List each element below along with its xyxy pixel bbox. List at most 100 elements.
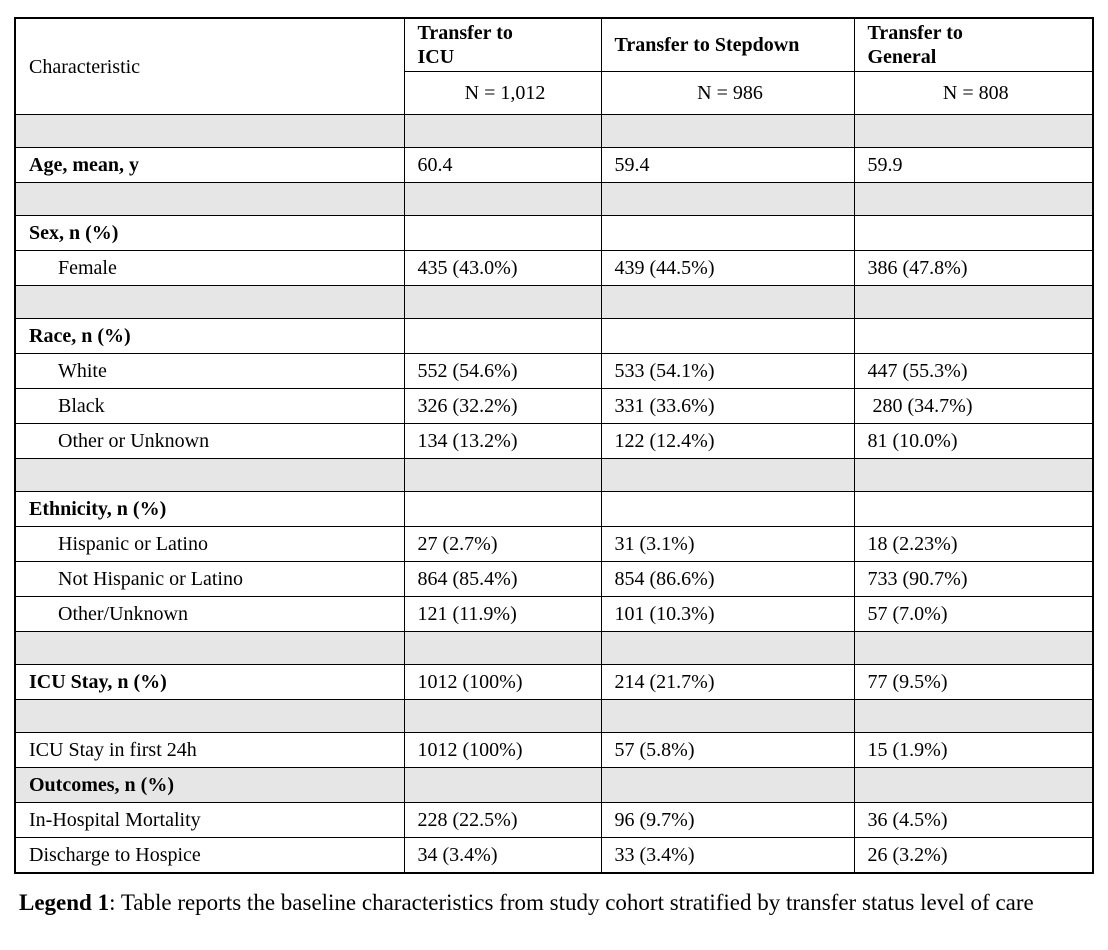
- value-cell: 36 (4.5%): [853, 802, 1094, 838]
- row-label: [14, 285, 405, 319]
- table-row: ICU Stay, n (%) 1012 (100%) 214 (21.7%) 77 …: [14, 664, 1094, 700]
- row-label: White: [14, 353, 405, 389]
- column-header-transfer-stepdown: Transfer to Stepdown: [600, 17, 855, 72]
- value-cell: 280 (34.7%): [853, 388, 1094, 424]
- row-label: Other or Unknown: [14, 423, 405, 459]
- table-row: In-Hospital Mortality 228 (22.5%) 96 (9.7%…: [14, 802, 1094, 838]
- table-row: Other or Unknown 134 (13.2%) 122 (12.4%) 81…: [14, 423, 1094, 459]
- value-cell: [600, 318, 855, 354]
- value-cell: [403, 631, 602, 665]
- value-cell: 533 (54.1%): [600, 353, 855, 389]
- value-cell: 59.4: [600, 147, 855, 183]
- value-cell: [403, 215, 602, 251]
- table-row: ICU Stay in first 24h 1012 (100%) 57 (5.8%…: [14, 732, 1094, 768]
- value-cell: 122 (12.4%): [600, 423, 855, 459]
- table-row: Black 326 (32.2%) 331 (33.6%) 280 (34.7%): [14, 388, 1094, 424]
- value-cell: [853, 699, 1094, 733]
- value-cell: [853, 215, 1094, 251]
- value-cell: 77 (9.5%): [853, 664, 1094, 700]
- row-label: [14, 631, 405, 665]
- value-cell: 447 (55.3%): [853, 353, 1094, 389]
- characteristic-header-cell: Characteristic: [14, 17, 405, 115]
- value-cell: [600, 767, 855, 803]
- table-row: Age, mean, y 60.4 59.4 59.9: [14, 147, 1094, 183]
- value-cell: [600, 182, 855, 216]
- column-header-transfer-general: Transfer to General: [853, 17, 1094, 72]
- value-cell: [600, 631, 855, 665]
- value-cell: 134 (13.2%): [403, 423, 602, 459]
- value-cell: [853, 631, 1094, 665]
- value-cell: 57 (5.8%): [600, 732, 855, 768]
- table-body: Age, mean, y 60.4 59.4 59.9 Sex, n (%) Female…: [14, 114, 1094, 873]
- baseline-characteristics-table: Characteristic Transfer to ICU Transfer …: [14, 17, 1094, 874]
- row-label: [14, 182, 405, 216]
- value-cell: [600, 215, 855, 251]
- spacer-row: [14, 114, 1094, 148]
- value-cell: 228 (22.5%): [403, 802, 602, 838]
- value-cell: [403, 699, 602, 733]
- value-cell: [600, 699, 855, 733]
- value-cell: 864 (85.4%): [403, 561, 602, 597]
- row-label: Age, mean, y: [14, 147, 405, 183]
- value-cell: 552 (54.6%): [403, 353, 602, 389]
- table-row: Hispanic or Latino 27 (2.7%) 31 (3.1%) 18 (…: [14, 526, 1094, 562]
- value-cell: [403, 318, 602, 354]
- value-cell: [403, 767, 602, 803]
- table-row: White 552 (54.6%) 533 (54.1%) 447 (55.3%): [14, 353, 1094, 389]
- value-cell: 27 (2.7%): [403, 526, 602, 562]
- table-row: Ethnicity, n (%): [14, 491, 1094, 527]
- row-label: ICU Stay in first 24h: [14, 732, 405, 768]
- row-label: Black: [14, 388, 405, 424]
- column-n-transfer-stepdown: N = 986: [600, 71, 855, 115]
- value-cell: [403, 114, 602, 148]
- table-row: Female 435 (43.0%) 439 (44.5%) 386 (47.8%): [14, 250, 1094, 286]
- row-label: Race, n (%): [14, 318, 405, 354]
- table-row: Race, n (%): [14, 318, 1094, 354]
- table-legend: Legend 1: Table reports the baseline cha…: [19, 887, 1107, 919]
- value-cell: [403, 285, 602, 319]
- spacer-row: [14, 699, 1094, 733]
- legend-text: : Table reports the baseline characteris…: [109, 889, 1034, 915]
- value-cell: 331 (33.6%): [600, 388, 855, 424]
- row-label: ICU Stay, n (%): [14, 664, 405, 700]
- table-row: Sex, n (%): [14, 215, 1094, 251]
- value-cell: [853, 458, 1094, 492]
- column-n-transfer-icu: N = 1,012: [403, 71, 602, 115]
- value-cell: 214 (21.7%): [600, 664, 855, 700]
- value-cell: 34 (3.4%): [403, 837, 602, 873]
- table-row: Discharge to Hospice 34 (3.4%) 33 (3.4%) 26…: [14, 837, 1094, 873]
- value-cell: 121 (11.9%): [403, 596, 602, 632]
- spacer-row: [14, 458, 1094, 492]
- column-n-transfer-general: N = 808: [853, 71, 1094, 115]
- header-n-row: N = 1,012 N = 986 N = 808: [15, 71, 1094, 115]
- value-cell: [403, 458, 602, 492]
- row-label: Hispanic or Latino: [14, 526, 405, 562]
- value-cell: [853, 285, 1094, 319]
- value-cell: [403, 182, 602, 216]
- value-cell: [600, 114, 855, 148]
- value-cell: 26 (3.2%): [853, 837, 1094, 873]
- value-cell: 435 (43.0%): [403, 250, 602, 286]
- value-cell: [853, 182, 1094, 216]
- row-label: Outcomes, n (%): [14, 767, 405, 803]
- row-label: Other/Unknown: [14, 596, 405, 632]
- value-cell: 81 (10.0%): [853, 423, 1094, 459]
- legend-label: Legend 1: [19, 889, 110, 915]
- value-cell: 15 (1.9%): [853, 732, 1094, 768]
- value-cell: [853, 491, 1094, 527]
- value-cell: 439 (44.5%): [600, 250, 855, 286]
- table-row: Outcomes, n (%): [14, 767, 1094, 803]
- header-title-row: Characteristic Transfer to ICU Transfer …: [14, 17, 1094, 115]
- value-cell: 33 (3.4%): [600, 837, 855, 873]
- row-label: In-Hospital Mortality: [14, 802, 405, 838]
- value-cell: [600, 491, 855, 527]
- row-label: Not Hispanic or Latino: [14, 561, 405, 597]
- value-cell: [600, 458, 855, 492]
- row-label: Ethnicity, n (%): [14, 491, 405, 527]
- value-cell: [853, 318, 1094, 354]
- value-cell: 386 (47.8%): [853, 250, 1094, 286]
- row-label: Sex, n (%): [14, 215, 405, 251]
- table-row: Not Hispanic or Latino 864 (85.4%) 854 (86…: [14, 561, 1094, 597]
- spacer-row: [14, 182, 1094, 216]
